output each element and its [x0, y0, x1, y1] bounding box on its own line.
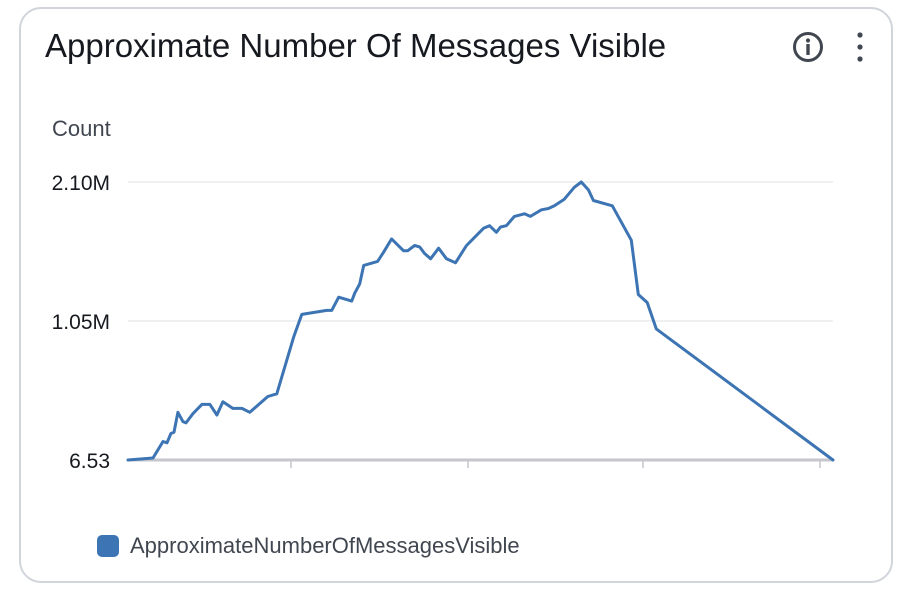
series-line: [126, 180, 835, 462]
legend-swatch: [97, 535, 119, 557]
line-chart: 6.53 1.05M 2.10M: [52, 172, 835, 473]
more-vertical-icon[interactable]: [852, 29, 868, 67]
legend-label: ApproximateNumberOfMessagesVisible: [130, 533, 520, 558]
info-icon[interactable]: [792, 31, 824, 63]
gridlines: [128, 181, 833, 322]
y-axis-ticks: 6.53 1.05M 2.10M: [52, 172, 110, 473]
x-axis-ticks: [290, 461, 821, 468]
y-tick-label: 1.05M: [52, 311, 110, 334]
y-tick-label: 2.10M: [52, 172, 110, 195]
y-tick-label: 6.53: [69, 450, 110, 473]
widget-title: Approximate Number Of Messages Visible: [45, 27, 667, 64]
y-axis-label: Count: [52, 116, 111, 141]
legend[interactable]: ApproximateNumberOfMessagesVisible: [97, 531, 520, 561]
chart-widget: Approximate Number Of Messages Visible C…: [19, 7, 893, 583]
